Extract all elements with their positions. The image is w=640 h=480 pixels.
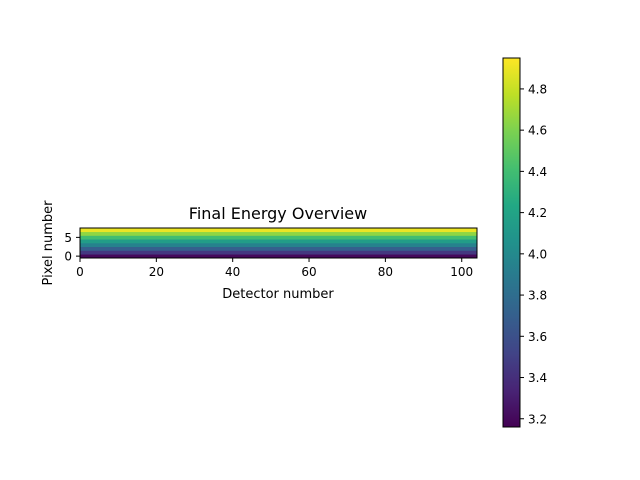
y-axis-ticks: 05 <box>64 231 80 264</box>
x-tick-label: 20 <box>149 265 164 279</box>
chart-title: Final Energy Overview <box>189 204 367 223</box>
colorbar-tick-label: 4.8 <box>528 82 547 96</box>
colorbar-tick-label: 4.6 <box>528 124 547 138</box>
heatmap <box>80 228 477 259</box>
colorbar-tick-label: 4.2 <box>528 206 547 220</box>
colorbar-ticks: 3.2 3.4 3.6 3.8 4.0 4.2 4.4 4.6 4.8 <box>520 82 547 426</box>
heatmap-row <box>80 246 477 251</box>
x-tick-label: 60 <box>301 265 316 279</box>
axes-frame <box>79 227 478 259</box>
colorbar-tick-label: 4.4 <box>528 165 547 179</box>
colorbar-tick-label: 4.0 <box>528 247 547 261</box>
y-tick-label: 5 <box>64 231 72 245</box>
colorbar-tick-label: 3.2 <box>528 412 547 426</box>
heatmap-row <box>80 228 477 233</box>
x-axis-label: Detector number <box>222 287 334 302</box>
y-axis-label: Pixel number <box>41 200 56 286</box>
heatmap-row <box>80 250 477 255</box>
x-tick-label: 0 <box>76 265 84 279</box>
x-tick-label: 100 <box>450 265 473 279</box>
x-tick-label: 40 <box>225 265 240 279</box>
colorbar-tick-label: 3.8 <box>528 289 547 303</box>
y-tick-label: 0 <box>64 250 72 264</box>
heatmap-row <box>80 239 477 244</box>
colorbar-tick-label: 3.6 <box>528 330 547 344</box>
colorbar <box>502 57 521 428</box>
heatmap-row <box>80 254 477 259</box>
heatmap-row <box>80 243 477 248</box>
colorbar-tick-label: 3.4 <box>528 371 547 385</box>
x-tick-label: 80 <box>378 265 393 279</box>
x-axis-ticks: 0 20 40 60 80 100 <box>76 258 473 279</box>
heatmap-row <box>80 231 477 236</box>
heatmap-row <box>80 235 477 240</box>
